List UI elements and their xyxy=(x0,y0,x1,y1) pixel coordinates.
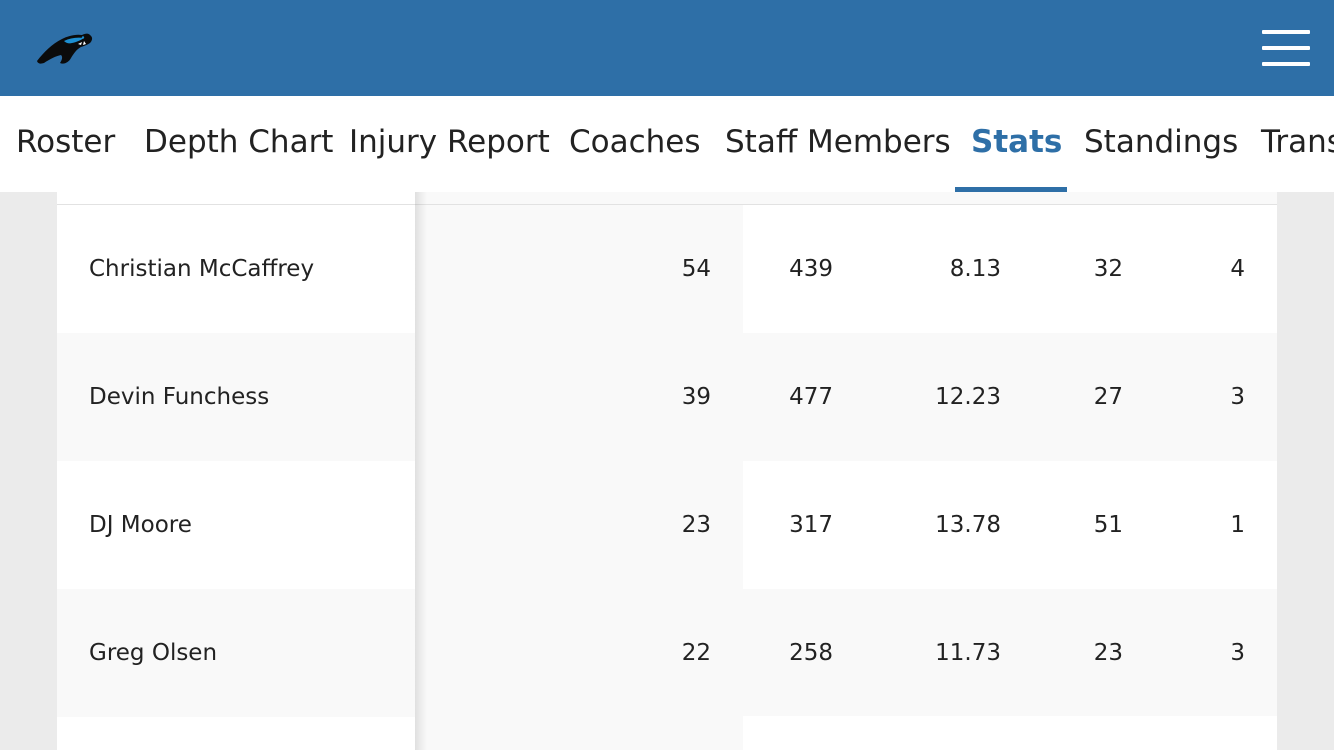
player-name[interactable]: Christian McCaffrey xyxy=(89,256,315,282)
tab-depth-chart[interactable]: Depth Chart xyxy=(144,124,334,160)
player-name-column[interactable]: Christian McCaffrey Devin Funchess DJ Mo… xyxy=(57,192,415,750)
stat-average: 8.13 xyxy=(949,256,1001,282)
stats-row: 23 317 13.78 51 1 xyxy=(415,461,1277,589)
stat-long: 23 xyxy=(1093,640,1123,666)
player-name[interactable]: Devin Funchess xyxy=(89,384,270,410)
row-band xyxy=(743,205,1277,333)
frozen-column-shadow xyxy=(415,192,427,750)
stat-average: 11.73 xyxy=(935,640,1001,666)
stat-touchdowns: 3 xyxy=(1230,640,1245,666)
menu-line xyxy=(1262,30,1310,34)
stat-long: 27 xyxy=(1093,384,1123,410)
hamburger-menu-icon[interactable] xyxy=(1256,26,1316,72)
stat-yards: 439 xyxy=(789,256,833,282)
player-row[interactable]: Greg Olsen xyxy=(57,589,415,717)
stat-yards: 477 xyxy=(789,384,833,410)
tab-coaches[interactable]: Coaches xyxy=(569,124,701,160)
tab-staff-members[interactable]: Staff Members xyxy=(725,124,951,160)
stats-row: 22 258 11.73 23 3 xyxy=(415,589,1277,717)
tab-stats[interactable]: Stats xyxy=(971,124,1063,160)
next-row-partial xyxy=(743,716,1277,750)
tab-roster[interactable]: Roster xyxy=(16,124,116,160)
stats-row: 39 477 12.23 27 3 xyxy=(415,333,1277,461)
stat-yards: 317 xyxy=(789,512,833,538)
tab-standings[interactable]: Standings xyxy=(1084,124,1239,160)
panthers-logo-icon[interactable] xyxy=(34,26,96,70)
team-section-tabs: Roster Depth Chart Injury Report Coaches… xyxy=(0,96,1334,192)
stat-receptions: 22 xyxy=(681,640,711,666)
row-band xyxy=(743,333,1277,461)
stat-yards: 258 xyxy=(789,640,833,666)
tab-transactions[interactable]: Trans xyxy=(1261,124,1334,160)
stat-receptions: 39 xyxy=(681,384,711,410)
player-name[interactable]: Greg Olsen xyxy=(89,640,218,666)
stats-values-panel[interactable]: 54 439 8.13 32 4 39 477 12.23 27 3 23 31… xyxy=(415,192,1277,750)
stat-touchdowns: 4 xyxy=(1230,256,1245,282)
player-name[interactable]: DJ Moore xyxy=(89,512,192,538)
stat-long: 32 xyxy=(1093,256,1123,282)
player-row[interactable]: Christian McCaffrey xyxy=(57,205,415,333)
table-divider xyxy=(415,204,1277,205)
stat-receptions: 23 xyxy=(681,512,711,538)
active-tab-indicator xyxy=(955,187,1067,192)
tab-injury-report[interactable]: Injury Report xyxy=(349,124,550,160)
stat-average: 12.23 xyxy=(935,384,1001,410)
table-divider xyxy=(57,204,415,205)
player-row[interactable]: DJ Moore xyxy=(57,461,415,589)
menu-line xyxy=(1262,46,1310,50)
row-band xyxy=(743,589,1277,717)
player-row[interactable]: Devin Funchess xyxy=(57,333,415,461)
stat-long: 51 xyxy=(1093,512,1123,538)
stat-touchdowns: 3 xyxy=(1230,384,1245,410)
stat-average: 13.78 xyxy=(935,512,1001,538)
stats-table: 54 439 8.13 32 4 39 477 12.23 27 3 23 31… xyxy=(0,192,1334,750)
menu-line xyxy=(1262,62,1310,66)
stat-receptions: 54 xyxy=(681,256,711,282)
stat-touchdowns: 1 xyxy=(1230,512,1245,538)
top-app-bar xyxy=(0,0,1334,96)
stats-row: 54 439 8.13 32 4 xyxy=(415,205,1277,333)
row-band xyxy=(743,461,1277,589)
